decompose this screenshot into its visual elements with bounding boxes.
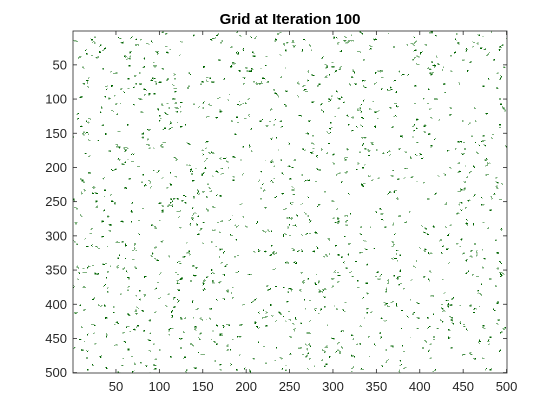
chart-title: Grid at Iteration 100 <box>220 11 361 28</box>
y-tick-label-200: 200 <box>45 160 67 175</box>
y-axis: 50 100 150 200 250 300 350 400 450 500 <box>45 57 507 380</box>
x-tick-label-300: 300 <box>322 379 344 394</box>
x-tick-label-150: 150 <box>192 379 214 394</box>
x-tick-label-50: 50 <box>109 379 123 394</box>
x-tick-label-100: 100 <box>149 379 171 394</box>
y-tick-label-250: 250 <box>45 194 67 209</box>
x-tick-label-200: 200 <box>235 379 257 394</box>
y-tick-label-350: 350 <box>45 263 67 278</box>
y-tick-label-100: 100 <box>45 92 67 107</box>
x-axis: 50 100 150 200 250 300 350 400 450 500 <box>109 31 518 394</box>
x-tick-label-500: 500 <box>496 379 518 394</box>
x-tick-label-400: 400 <box>409 379 431 394</box>
y-tick-label-500: 500 <box>45 365 67 380</box>
y-tick-label-150: 150 <box>45 126 67 141</box>
cell-grid-image <box>73 31 507 373</box>
y-tick-label-300: 300 <box>45 228 67 243</box>
y-tick-label-450: 450 <box>45 331 67 346</box>
y-tick-label-50: 50 <box>53 57 67 72</box>
x-tick-label-250: 250 <box>279 379 301 394</box>
y-tick-label-400: 400 <box>45 297 67 312</box>
plot-area <box>72 30 508 374</box>
x-tick-label-350: 350 <box>366 379 388 394</box>
x-tick-label-450: 450 <box>452 379 474 394</box>
